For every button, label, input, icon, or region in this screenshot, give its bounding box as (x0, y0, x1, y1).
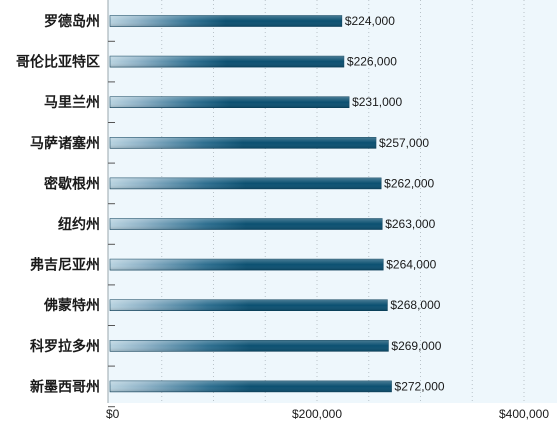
value-label: $257,000 (379, 136, 429, 150)
value-labels: $224,000 $226,000 $231,000 $257,000 $262,000… (345, 14, 445, 393)
value-label: $268,000 (390, 298, 440, 312)
x-tick-label: $200,000 (292, 407, 342, 421)
value-label: $226,000 (347, 55, 397, 69)
bar-highlight (110, 96, 350, 108)
category-label: 新墨西哥州 (30, 378, 100, 395)
value-label: $262,000 (384, 176, 434, 190)
bar-highlight (110, 340, 389, 352)
x-axis-ticks: $0 $200,000 $400,000 (106, 407, 549, 421)
category-label: 哥伦比亚特区 (16, 54, 100, 71)
bar-highlight (110, 15, 342, 27)
value-label: $263,000 (385, 217, 435, 231)
bar-highlight (110, 137, 376, 149)
category-label: 密歇根州 (43, 175, 100, 192)
x-tick-label: $0 (106, 407, 120, 421)
category-label: 弗吉尼亚州 (30, 257, 100, 274)
bar-highlight (110, 380, 392, 392)
category-label: 罗德岛州 (44, 13, 100, 30)
category-label: 马里兰州 (44, 94, 100, 111)
category-label: 马萨诸塞州 (30, 135, 100, 152)
value-label: $269,000 (391, 339, 441, 353)
category-label: 纽约州 (58, 216, 100, 233)
value-label: $224,000 (345, 14, 395, 28)
bar-highlight (110, 259, 384, 271)
x-tick-label: $400,000 (499, 407, 549, 421)
value-label: $272,000 (395, 379, 445, 393)
category-labels: 罗德岛州哥伦比亚特区马里兰州马萨诸塞州密歇根州纽约州弗吉尼亚州佛蒙特州科罗拉多州… (16, 13, 100, 395)
value-label: $231,000 (352, 95, 402, 109)
value-label: $264,000 (386, 258, 436, 272)
bars (109, 15, 392, 393)
category-label: 佛蒙特州 (43, 297, 100, 314)
bar-highlight (110, 218, 383, 230)
bar-highlight (110, 56, 344, 68)
bar-highlight (110, 299, 388, 311)
grid-lines (107, 0, 525, 408)
bar-highlight (110, 177, 382, 189)
category-label: 科罗拉多州 (30, 338, 100, 355)
